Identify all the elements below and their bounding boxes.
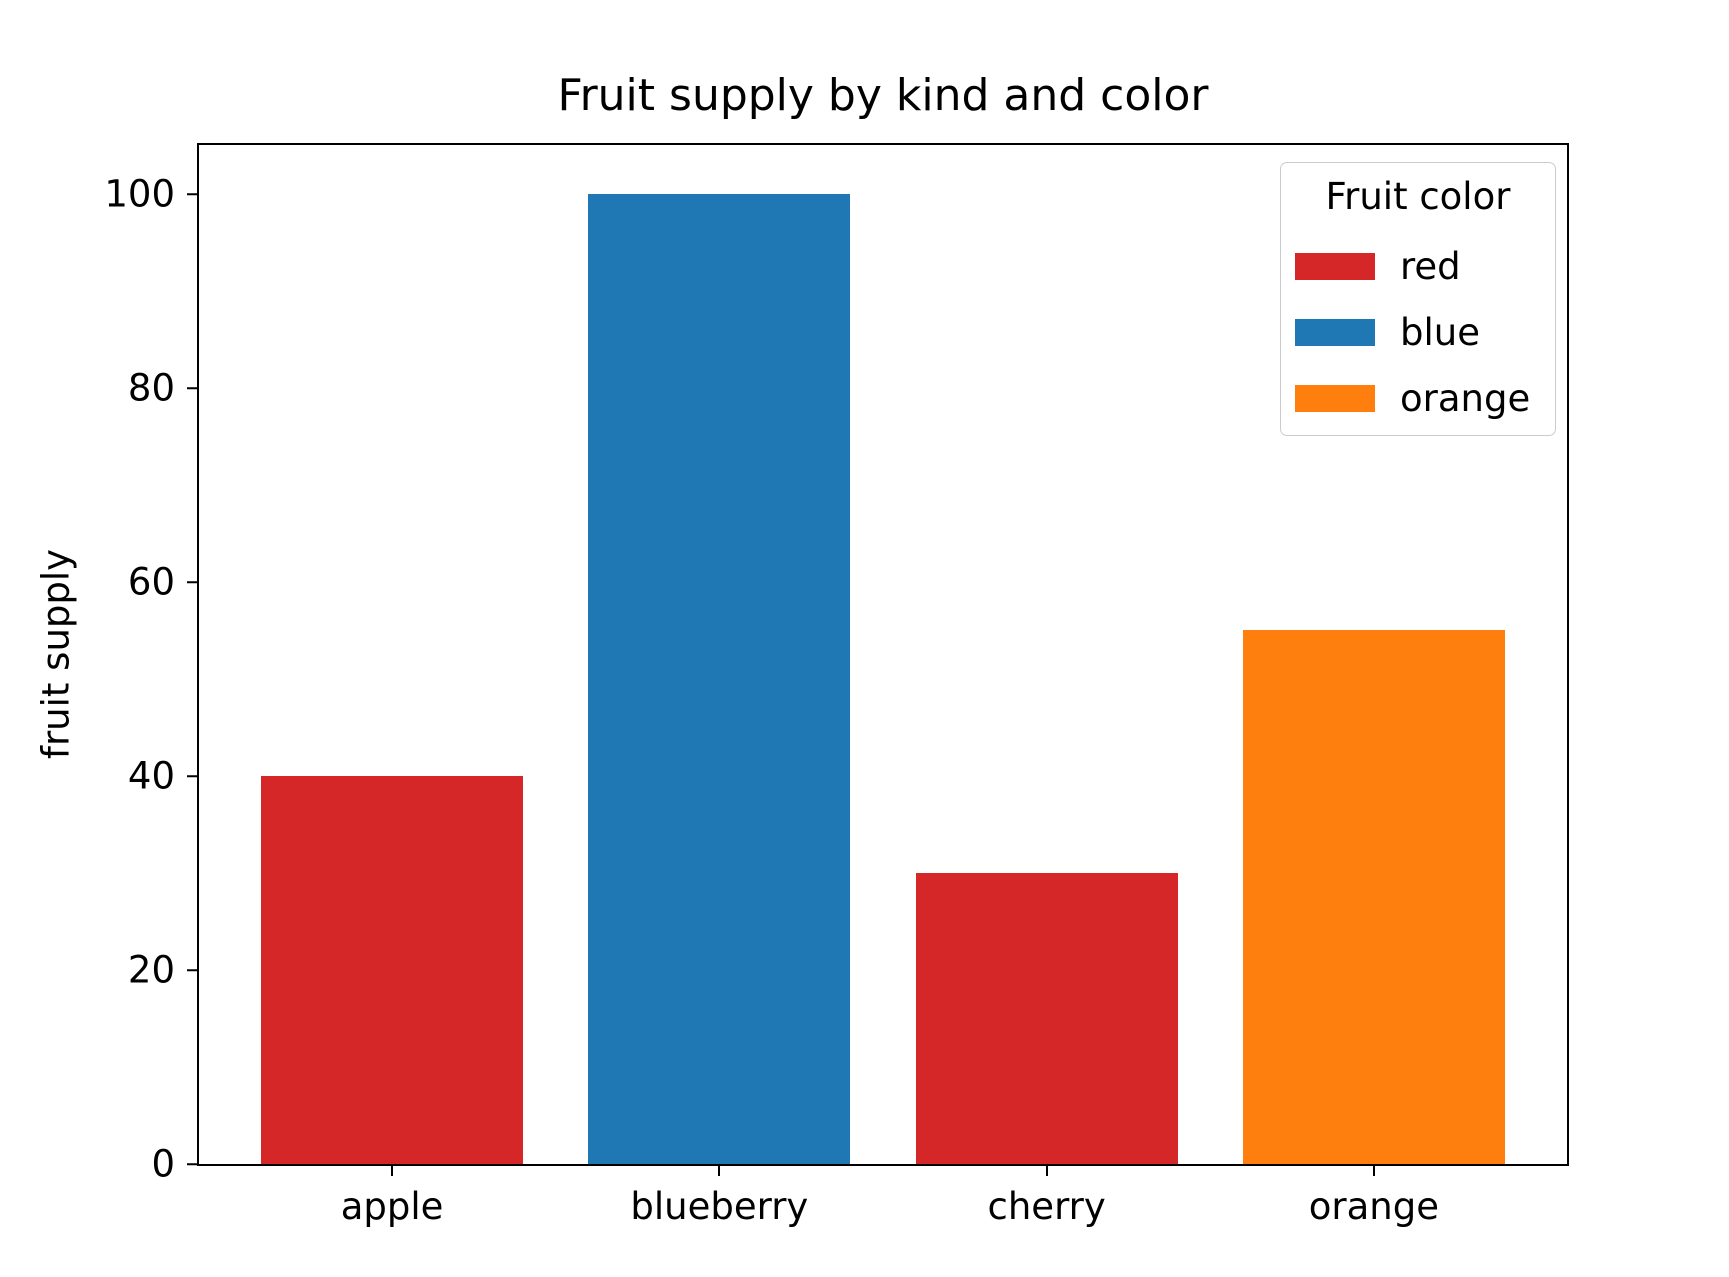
y-tick-label: 80 xyxy=(127,366,175,410)
bar-blueberry xyxy=(588,193,851,1164)
x-tick-label-cherry: cherry xyxy=(987,1185,1106,1228)
y-tick-label: 60 xyxy=(127,560,175,604)
plot-area: Fruit color red blue orange apple blueberry… xyxy=(104,143,1569,1228)
legend-title: Fruit color xyxy=(1325,175,1511,218)
x-tick xyxy=(1045,1164,1048,1176)
x-tick-label-blueberry: blueberry xyxy=(630,1185,809,1228)
legend-label: blue xyxy=(1400,311,1480,355)
x-tick-label-apple: apple xyxy=(340,1185,444,1228)
legend-entries: red blue orange xyxy=(1281,248,1555,417)
chart-title: Fruit supply by kind and color xyxy=(557,70,1209,121)
x-tick xyxy=(718,1164,721,1176)
legend-entry-orange: orange xyxy=(1295,380,1555,417)
legend-label: red xyxy=(1400,245,1461,289)
y-tick xyxy=(187,775,199,778)
legend-swatch-red xyxy=(1295,253,1375,281)
legend-label: orange xyxy=(1400,377,1531,421)
legend-swatch-orange xyxy=(1295,385,1375,413)
y-tick-label: 20 xyxy=(127,948,175,992)
legend-entry-red: red xyxy=(1295,248,1555,285)
y-tick xyxy=(187,192,199,195)
y-tick xyxy=(187,386,199,389)
x-tick xyxy=(1372,1164,1375,1176)
y-tick-label: 40 xyxy=(127,754,175,798)
legend-entry-blue: blue xyxy=(1295,314,1555,351)
y-tick-label: 0 xyxy=(151,1142,175,1186)
legend-swatch-blue xyxy=(1295,319,1375,347)
bar-apple xyxy=(261,775,523,1164)
y-tick-label: 100 xyxy=(104,172,175,216)
y-tick xyxy=(187,1163,199,1166)
y-tick xyxy=(187,580,199,583)
y-axis-label: fruit supply xyxy=(34,548,78,760)
y-tick xyxy=(187,969,199,972)
x-tick xyxy=(391,1164,394,1176)
bar-orange xyxy=(1243,630,1505,1164)
legend: Fruit color red blue orange xyxy=(1280,162,1556,437)
bar-cherry xyxy=(915,872,1178,1164)
x-tick-label-orange: orange xyxy=(1308,1185,1440,1228)
